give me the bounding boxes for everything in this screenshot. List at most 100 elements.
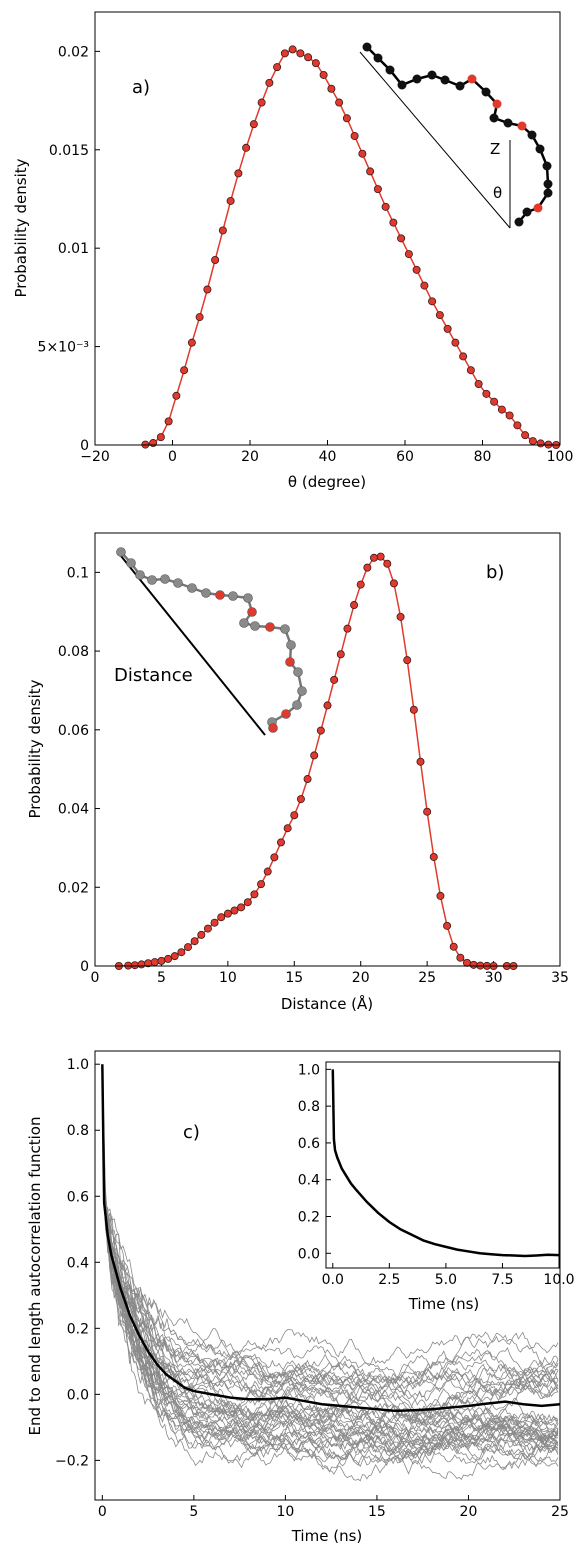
molecule-atom — [385, 65, 395, 75]
panel-b-xtick-label: 35 — [551, 970, 569, 986]
panel-b-data-point — [409, 705, 418, 714]
molecule-atom — [503, 118, 513, 128]
panel-b-data-point — [396, 612, 405, 621]
molecule-atom — [187, 583, 197, 593]
panel-c-inset-ytick-label: 0.4 — [298, 1173, 320, 1189]
panel-a-xtick-label: 80 — [474, 449, 492, 465]
panel-c-trajectory-line — [102, 1127, 559, 1377]
panel-c-trajectory-line — [102, 1123, 559, 1461]
panel-a-data-point — [342, 114, 351, 123]
panel-c-xtick-label: 0 — [98, 1504, 107, 1520]
molecule-atom — [535, 144, 545, 154]
molecule-atom — [455, 81, 465, 91]
molecule-atom — [135, 570, 145, 580]
panel-a-data-point — [304, 53, 313, 62]
panel-c-inset-ytick-label: 0.0 — [298, 1246, 320, 1262]
panel-c-ytick-label: 0.4 — [67, 1255, 89, 1271]
panel-a-data-point — [428, 297, 437, 306]
panel-c-xtick-label: 20 — [460, 1504, 478, 1520]
inset-theta-label: θ — [493, 184, 502, 202]
panel-a-data-point — [381, 202, 390, 211]
panel-c-trajectory-line — [102, 1122, 559, 1439]
panel-b-data-point — [243, 898, 252, 907]
panel-c-ytick-label: 0.0 — [67, 1387, 89, 1403]
panel-c-inset-mean-line — [331, 1069, 560, 1258]
molecule-atom — [285, 657, 295, 667]
panel-a-data-point — [497, 405, 506, 414]
molecule-atom — [522, 207, 532, 217]
panel-a-data-point — [319, 70, 328, 79]
panel-a-xtick-label: 20 — [241, 449, 259, 465]
panel-a-data-point — [203, 285, 212, 294]
panel-b-data-point — [330, 675, 339, 684]
panel-b-data-point — [170, 952, 179, 961]
panel-a-xtick-label: −20 — [80, 449, 110, 465]
panel-a-data-point — [335, 98, 344, 107]
molecule-backbone-a — [366, 46, 550, 223]
panel-a-data-point — [257, 98, 266, 107]
panel-b-xtick-label: 10 — [219, 970, 237, 986]
panel-a-ytick-label: 5×10⁻³ — [38, 340, 89, 356]
panel-b-data-point — [276, 838, 285, 847]
panel-b-data-point — [250, 890, 259, 899]
panel-a-series-line — [145, 48, 557, 446]
panel-b-data-point — [177, 948, 186, 957]
molecule-atom — [467, 74, 477, 84]
panel-a-data-point — [412, 265, 421, 274]
panel-c-trajectory-line — [102, 1139, 559, 1447]
inset-z-label: Z — [490, 140, 500, 158]
panel-a-molecule-inset: Z θ — [359, 42, 553, 229]
panel-b-data-point — [283, 824, 292, 833]
molecule-atom — [268, 723, 278, 733]
panel-a-data-point — [218, 226, 227, 235]
panel-a-data-point — [389, 218, 398, 227]
panel-b-data-point — [197, 930, 206, 939]
panel-b-data-point — [290, 811, 299, 820]
panel-a-data-point — [211, 255, 220, 264]
panel-c-trajectory-line — [102, 1136, 559, 1467]
panel-c-trajectory-line — [102, 1127, 559, 1466]
molecule-atom — [492, 99, 502, 109]
panel-c-trajectory-line — [102, 1132, 559, 1449]
panel-a-data-point — [265, 78, 274, 87]
panel-c-trajectory-line — [102, 1123, 559, 1461]
panel-a-data-point — [435, 311, 444, 320]
panel-c-inset-ytick-label: 1.0 — [298, 1062, 320, 1078]
panel-c-ytick-label: 1.0 — [67, 1057, 89, 1073]
panel-b-ytick-label: 0.04 — [58, 802, 89, 818]
panel-c-trajectory-line — [102, 1139, 559, 1468]
panel-a-data-point — [242, 143, 251, 152]
panel-a-data-point — [366, 167, 375, 176]
panel-a-ytick-label: 0 — [80, 438, 89, 454]
panel-b-data-point — [423, 807, 432, 816]
molecule-atom — [543, 188, 553, 198]
panel-a-data-point — [350, 131, 359, 140]
panel-b-plot: 0 5 10 15 20 25 30 35 0 0.02 0.04 0.06 0.08 0.1 — [58, 552, 569, 986]
panel-b: 0 5 10 15 20 25 30 35 0 0.02 0.04 0.06 0.08 0.1 b) Di… — [26, 532, 569, 1013]
panel-c-xtick-label: 15 — [368, 1504, 386, 1520]
panel-a-data-point — [149, 439, 158, 448]
panel-a-xlabel: θ (degree) — [288, 473, 366, 491]
panel-a-data-point — [474, 379, 483, 388]
molecule-atom — [292, 700, 302, 710]
panel-b-data-point — [257, 880, 266, 889]
panel-c-ylabel: End to end length autocorrelation functi… — [26, 1117, 44, 1436]
panel-c-frame — [94, 1050, 561, 1501]
panel-b-data-point — [190, 937, 199, 946]
panel-b-xtick-label: 5 — [157, 970, 166, 986]
molecule-atoms-a — [362, 42, 553, 227]
panel-c-xtick-label: 5 — [189, 1504, 198, 1520]
panel-b-data-point — [217, 913, 226, 922]
panel-b-data-point — [403, 656, 412, 665]
panel-b-data-point — [356, 580, 365, 589]
panel-a-data-point — [451, 338, 460, 347]
panel-c-trajectory-line — [102, 1131, 559, 1422]
panel-c-inset-frame — [325, 1061, 560, 1269]
panel-b-data-point — [210, 918, 219, 927]
panel-c-trajectory-line — [102, 1118, 559, 1391]
panel-a-ylabel: Probability density — [12, 158, 30, 297]
panel-b-data-point — [376, 552, 385, 561]
panel-b-xtick-label: 25 — [418, 970, 436, 986]
